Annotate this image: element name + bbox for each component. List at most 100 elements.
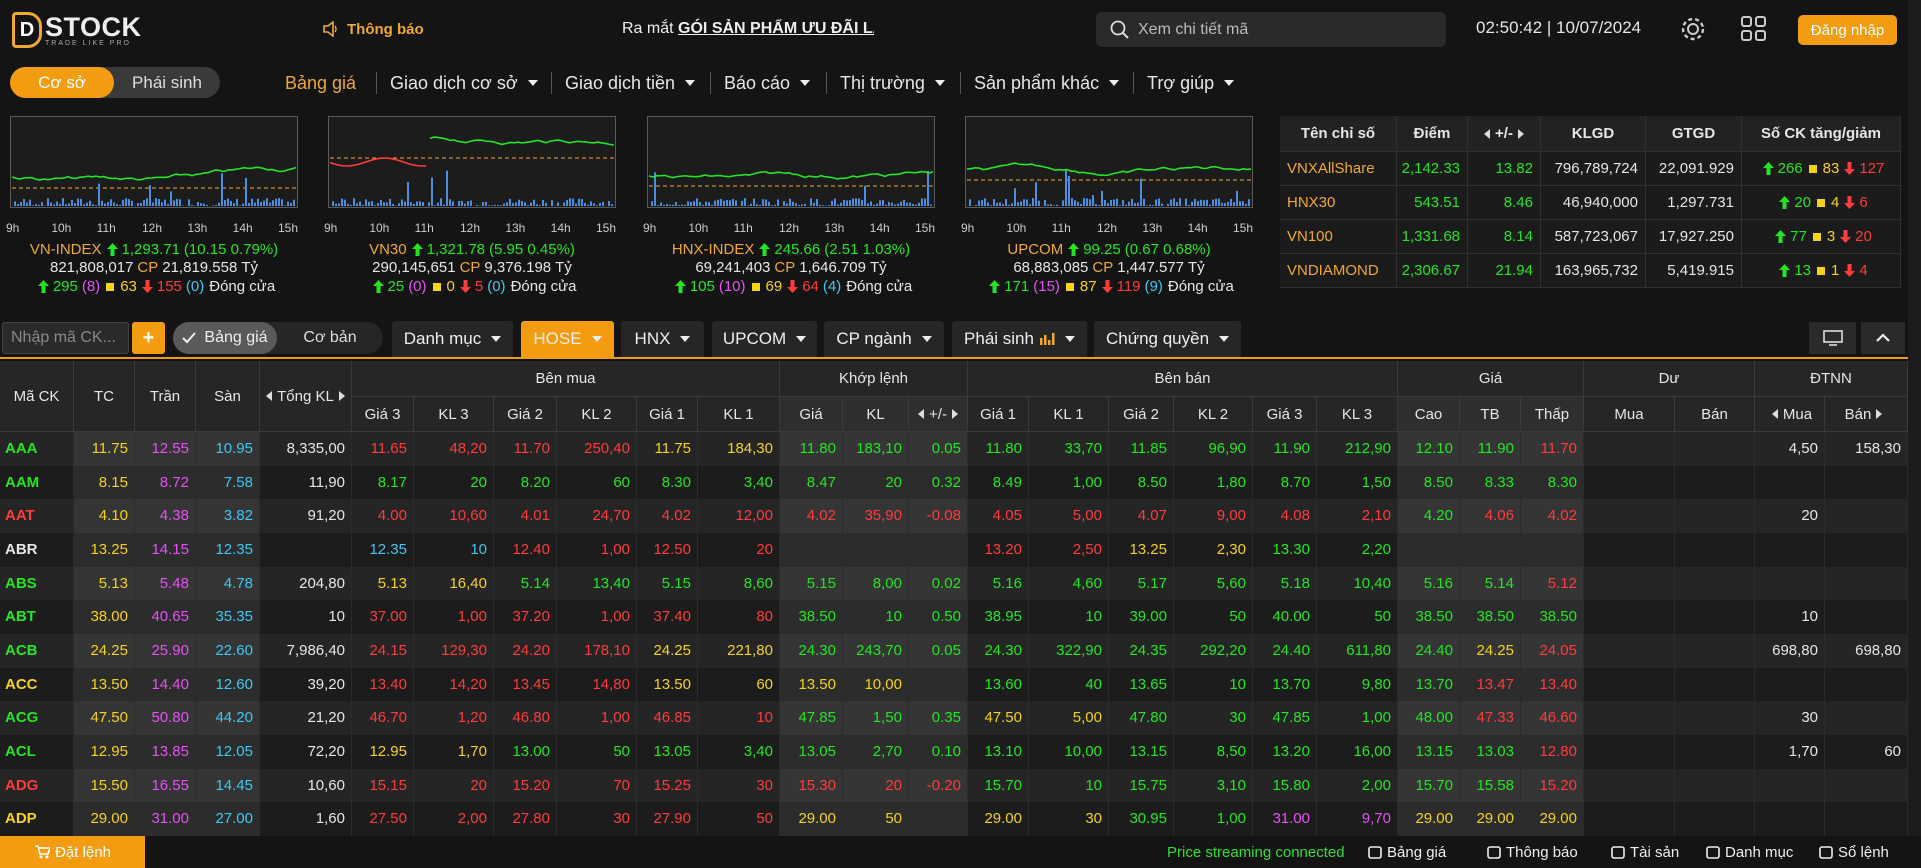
- symbol-cell[interactable]: ACC: [0, 667, 74, 702]
- hour-label: 13h: [1142, 221, 1163, 235]
- flat-icon: [432, 282, 441, 291]
- board-cell: 11,90: [260, 465, 352, 500]
- symbol-cell[interactable]: ABR: [0, 533, 74, 567]
- board-cell: 8,50: [1174, 735, 1253, 769]
- volume-bar: [723, 200, 725, 206]
- index-table-cell: 2,142.33: [1397, 152, 1468, 186]
- index-table-cell[interactable]: HNX30: [1280, 186, 1397, 220]
- symbol-cell[interactable]: AAM: [0, 465, 74, 500]
- index-table-cell[interactable]: VNDIAMOND: [1280, 254, 1397, 288]
- volume-bar: [521, 201, 523, 206]
- menu-item-active[interactable]: Bảng giá: [285, 71, 356, 95]
- volume-bar: [1212, 199, 1214, 206]
- board-cell: 10,00: [1029, 735, 1109, 769]
- volume-bar: [611, 204, 613, 206]
- footer-link[interactable]: Thông báo: [1487, 836, 1578, 868]
- exchange-filter[interactable]: HNX: [621, 321, 704, 357]
- board-cell: 5.16: [968, 566, 1029, 601]
- volume-bar: [1008, 204, 1010, 206]
- index-volume: 290,145,651: [372, 258, 456, 276]
- layout-button[interactable]: [1809, 322, 1856, 354]
- volume-unit: CP: [774, 258, 796, 276]
- symbol-cell[interactable]: ABT: [0, 600, 74, 634]
- volume-bar: [1224, 203, 1226, 206]
- volume-bar: [1056, 204, 1058, 206]
- market-tab[interactable]: Phái sinh: [132, 72, 202, 92]
- footer-link[interactable]: Danh mục: [1706, 836, 1793, 868]
- volume-bar: [1233, 202, 1235, 206]
- exchange-filter-active[interactable]: HOSE: [521, 321, 614, 357]
- index-table-cell[interactable]: VN100: [1280, 220, 1397, 254]
- index-table-cell: 46,940,000: [1541, 186, 1646, 220]
- exchange-filter[interactable]: UPCOM: [712, 321, 817, 357]
- exchange-filter[interactable]: Chứng quyền: [1094, 321, 1241, 357]
- settings-icon[interactable]: [1679, 15, 1707, 43]
- board-cell: 13.25: [74, 533, 135, 567]
- board-sub-header: KL 2: [557, 397, 637, 432]
- logo[interactable]: D STOCK TRADE LIKE PRO: [12, 10, 142, 50]
- menu-item[interactable]: Báo cáo: [724, 71, 811, 95]
- advances: 77: [1790, 228, 1807, 245]
- login-button[interactable]: Đăng nhập: [1798, 15, 1897, 45]
- menu-item[interactable]: Thị trường: [840, 71, 945, 95]
- board-cell: 11.75: [637, 432, 698, 466]
- symbol-cell[interactable]: ADG: [0, 768, 74, 803]
- market-tab-active[interactable]: Cơ sở: [10, 67, 114, 98]
- marquee[interactable]: Ra mắt GÓI SẢN PHẨM ƯU ĐÃI LÃI: [622, 18, 874, 40]
- add-symbol-button[interactable]: +: [132, 322, 165, 354]
- index-table-cell[interactable]: VNXAllShare: [1280, 152, 1397, 186]
- symbol-cell[interactable]: ACB: [0, 634, 74, 668]
- board-cell: 29.00: [1398, 802, 1460, 837]
- exchange-filter[interactable]: CP ngành: [824, 321, 944, 357]
- volume-bar: [1173, 198, 1175, 206]
- board-symbol-input[interactable]: Nhập mã CK...: [2, 322, 129, 354]
- apps-icon[interactable]: [1740, 15, 1768, 43]
- ceiling-count: (15): [1033, 277, 1060, 295]
- board-cell: [1584, 634, 1675, 668]
- menu-item[interactable]: Trợ giúp: [1147, 71, 1235, 95]
- symbol-cell[interactable]: AAA: [0, 432, 74, 466]
- notice[interactable]: Thông báo: [322, 18, 424, 40]
- symbol-cell[interactable]: ABS: [0, 566, 74, 601]
- place-order-button[interactable]: Đặt lệnh: [0, 836, 145, 868]
- board-cell: [1755, 802, 1825, 837]
- market-status: Đóng cửa: [1167, 277, 1234, 295]
- symbol-cell[interactable]: ACL: [0, 735, 74, 769]
- board-group-header: Bên bán: [968, 361, 1398, 397]
- board-cell: 31.00: [135, 802, 196, 837]
- volume-bar: [62, 198, 64, 206]
- symbol-cell[interactable]: ACG: [0, 701, 74, 736]
- symbol-cell[interactable]: AAT: [0, 499, 74, 533]
- menu-item[interactable]: Giao dịch cơ sở: [390, 71, 538, 95]
- volume-bar: [518, 199, 520, 206]
- board-cell: 2,70: [843, 735, 909, 769]
- volume-bar: [122, 199, 124, 206]
- view-mode-active[interactable]: Bảng giá: [173, 322, 277, 354]
- board-cell: [1460, 533, 1521, 567]
- menu-item[interactable]: Giao dịch tiền: [565, 71, 696, 95]
- hour-label: 11h: [414, 221, 434, 235]
- volume-bar: [278, 198, 280, 206]
- declines: 64: [802, 277, 819, 295]
- volume-bar: [1236, 190, 1238, 206]
- header-label: Dư: [1658, 370, 1680, 387]
- footer-link[interactable]: Sổ lệnh: [1819, 836, 1889, 868]
- volume-bar: [1074, 200, 1076, 206]
- board-cell: 322,90: [1029, 634, 1109, 668]
- board-cell: 35.35: [196, 600, 260, 634]
- view-mode[interactable]: Cơ bản: [303, 329, 357, 346]
- unchanged: 87: [1079, 277, 1097, 295]
- footer-link[interactable]: Tài sản: [1611, 836, 1679, 868]
- symbol-cell[interactable]: ADP: [0, 802, 74, 837]
- collapse-button[interactable]: [1861, 322, 1905, 354]
- declines: 127: [1859, 160, 1885, 177]
- menu-item[interactable]: Sản phẩm khác: [974, 71, 1120, 95]
- exchange-filter[interactable]: Phái sinh: [952, 321, 1087, 357]
- volume-bar: [1005, 198, 1007, 206]
- volume-bar: [404, 201, 406, 206]
- symbol-search[interactable]: Xem chi tiết mã: [1096, 12, 1446, 47]
- index-table-header: +/-: [1468, 116, 1541, 152]
- hour-label: 15h: [596, 221, 617, 235]
- footer-link[interactable]: Bảng giá: [1368, 836, 1446, 868]
- exchange-filter[interactable]: Danh mục: [392, 321, 513, 357]
